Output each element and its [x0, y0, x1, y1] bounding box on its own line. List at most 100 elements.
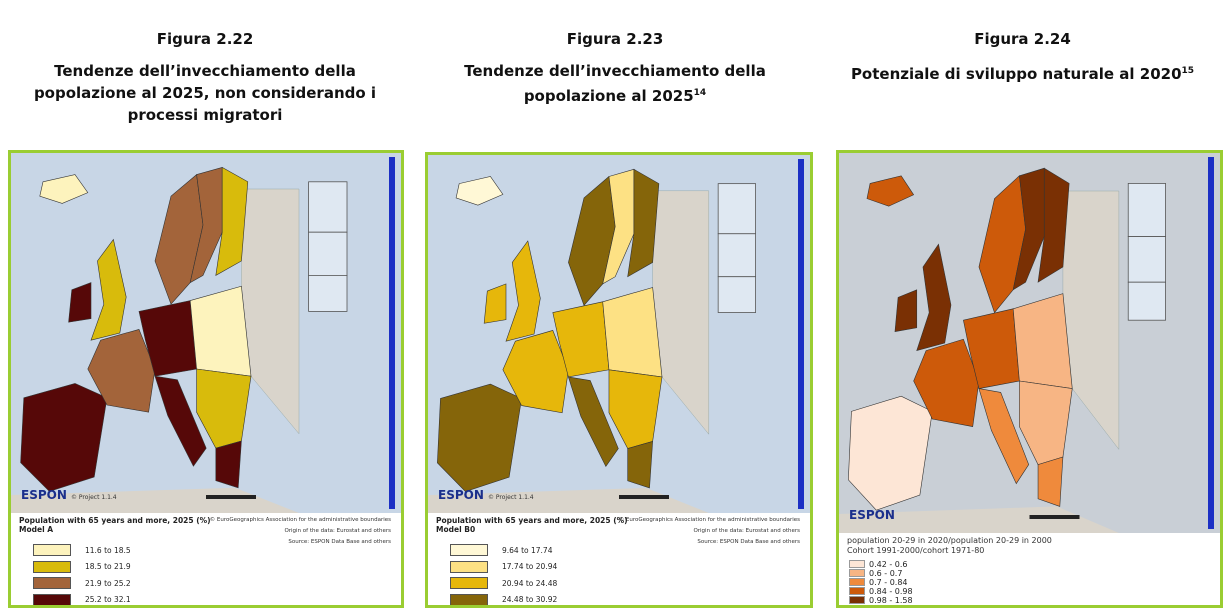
legend-swatch — [33, 544, 71, 556]
legend-swatch — [849, 560, 865, 568]
legend-swatch — [849, 578, 865, 586]
map-panel: ESPON population 20-29 in 2020/population… — [836, 150, 1223, 608]
map-panel: ESPON © Project 1.1.4 Population with 65 y… — [8, 150, 404, 608]
legend-item: 17.74 to 20.94 — [450, 560, 557, 574]
region — [628, 441, 653, 488]
legend: population 20-29 in 2020/population 20-2… — [839, 533, 1220, 605]
legend-swatch — [849, 587, 865, 595]
figure-label: Figura 2.22 — [5, 30, 405, 48]
espon-logo: ESPON — [21, 488, 67, 502]
frame-bar — [389, 157, 395, 509]
legend-item: 0.84 - 0.98 — [849, 587, 913, 595]
legend-swatch — [849, 596, 865, 604]
legend: Population with 65 years and more, 2025 … — [428, 513, 810, 605]
map-panel: ESPON © Project 1.1.4 Population with 65 y… — [425, 152, 813, 608]
page: {"figures": [ {"label": "Figura 2.22", "… — [0, 0, 1225, 608]
title-text: Tendenze dell’invecchiamento della popol… — [34, 62, 376, 124]
legend-label: 20.94 to 24.48 — [502, 579, 557, 588]
legend-title: population 20-29 in 2020/population 20-2… — [847, 536, 1052, 545]
figure-label: Figura 2.24 — [820, 30, 1225, 48]
legend-item: 9.64 to 17.74 — [450, 543, 552, 557]
footnote-ref: 14 — [694, 88, 707, 98]
credit: Origin of the data: Eurostat and others — [693, 528, 800, 534]
legend-swatch — [33, 594, 71, 606]
inset-map — [309, 232, 347, 275]
legend-item: 0.6 - 0.7 — [849, 569, 902, 577]
legend-subtitle: Cohort 1991-2000/cohort 1971-80 — [847, 546, 984, 555]
legend-item: 0.7 - 0.84 — [849, 578, 908, 586]
region — [216, 441, 242, 488]
region — [603, 287, 662, 377]
legend-item: 11.6 to 18.5 — [33, 543, 131, 557]
footnote-ref: 15 — [1182, 66, 1195, 76]
inset-map — [309, 275, 347, 311]
legend-label: 11.6 to 18.5 — [85, 546, 131, 555]
legend-label: 17.74 to 20.94 — [502, 562, 557, 571]
legend: Population with 65 years and more, 2025 … — [11, 513, 401, 605]
inset-map — [309, 182, 347, 232]
legend-subtitle: Model A — [19, 525, 53, 534]
legend-subtitle: Model B0 — [436, 525, 475, 534]
inset-map — [1128, 282, 1165, 320]
legend-item: 20.94 to 24.48 — [450, 576, 557, 590]
legend-swatch — [33, 577, 71, 589]
legend-swatch — [450, 577, 488, 589]
legend-swatch — [450, 544, 488, 556]
frame-bar — [1208, 157, 1214, 529]
legend-label: 24.48 to 30.92 — [502, 595, 557, 604]
region — [190, 286, 251, 376]
project-note: © Project 1.1.4 — [488, 494, 534, 501]
legend-item: 0.42 - 0.6 — [849, 560, 908, 568]
legend-item: 25.2 to 32.1 — [33, 593, 131, 607]
legend-item: 21.9 to 25.2 — [33, 576, 131, 590]
legend-title: Population with 65 years and more, 2025 … — [19, 516, 211, 525]
legend-item: 18.5 to 21.9 — [33, 560, 131, 574]
legend-label: 0.7 - 0.84 — [869, 578, 908, 587]
inset-map — [718, 234, 755, 277]
legend-item: 24.48 to 30.92 — [450, 593, 557, 607]
map: ESPON © Project 1.1.4 — [428, 155, 810, 513]
region — [848, 396, 932, 510]
map: ESPON — [839, 153, 1220, 533]
figure-label: Figura 2.23 — [415, 30, 815, 48]
region — [1013, 294, 1072, 389]
legend-swatch — [450, 594, 488, 606]
legend-swatch — [450, 561, 488, 573]
figure-title: Tendenze dell’invecchiamento della popol… — [5, 60, 405, 126]
scale-bar — [206, 495, 256, 499]
inset-map — [1128, 183, 1165, 236]
inset-map — [718, 277, 755, 313]
credit: Source: ESPON Data Base and others — [288, 539, 391, 545]
legend-swatch — [33, 561, 71, 573]
inset-map — [1128, 237, 1165, 283]
frame-bar — [798, 159, 804, 509]
map: ESPON © Project 1.1.4 — [11, 153, 401, 513]
credit: Origin of the data: Eurostat and others — [284, 528, 391, 534]
project-note: © Project 1.1.4 — [71, 494, 117, 501]
legend-label: 9.64 to 17.74 — [502, 546, 552, 555]
scale-bar — [619, 495, 669, 499]
credit: © EuroGeographics Association for the ad… — [210, 517, 391, 523]
credit: © EuroGeographics Association for the ad… — [619, 517, 800, 523]
inset-map — [718, 184, 755, 234]
region — [1038, 457, 1063, 506]
figure-title: Tendenze dell’invecchiamento della popol… — [415, 60, 815, 107]
region — [437, 384, 521, 491]
legend-title: Population with 65 years and more, 2025 … — [436, 516, 628, 525]
legend-label: 25.2 to 32.1 — [85, 595, 131, 604]
legend-swatch — [849, 569, 865, 577]
legend-label: 0.42 - 0.6 — [869, 560, 908, 569]
legend-label: 18.5 to 21.9 — [85, 562, 131, 571]
title-text: Potenziale di sviluppo naturale al 2020 — [851, 65, 1182, 83]
scale-bar — [1030, 515, 1080, 519]
espon-logo: ESPON — [438, 488, 484, 502]
credit: Source: ESPON Data Base and others — [697, 539, 800, 545]
legend-item: 0.98 - 1.58 — [849, 596, 913, 604]
legend-label: 0.98 - 1.58 — [869, 596, 913, 605]
region — [21, 383, 107, 491]
legend-label: 21.9 to 25.2 — [85, 579, 131, 588]
figure-title: Potenziale di sviluppo naturale al 20201… — [820, 60, 1225, 85]
legend-label: 0.6 - 0.7 — [869, 569, 902, 578]
title-text: Tendenze dell’invecchiamento della popol… — [464, 62, 766, 105]
legend-label: 0.84 - 0.98 — [869, 587, 913, 596]
